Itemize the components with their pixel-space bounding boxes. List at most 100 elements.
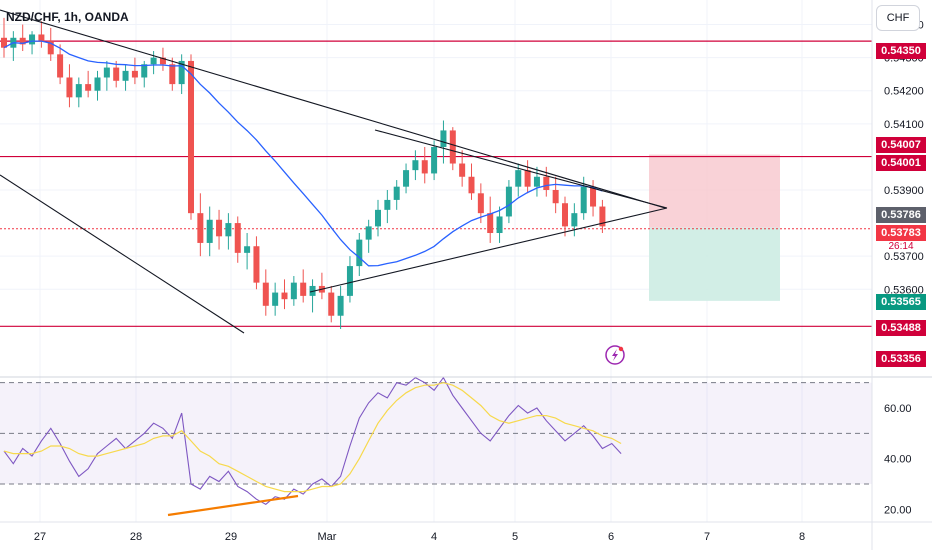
candle-body	[188, 60, 194, 214]
candle-body	[66, 77, 73, 98]
candle-body	[216, 219, 223, 237]
price-tag-4: 0.53783	[876, 225, 926, 241]
candle-body	[290, 282, 297, 300]
x-tick-label: 6	[608, 531, 614, 543]
price-tag-3: 0.53786	[876, 207, 926, 223]
candle-body	[234, 223, 241, 253]
rsi-tick-label: 40.00	[884, 454, 912, 466]
candle-body	[356, 239, 363, 267]
candle-body	[159, 57, 166, 65]
rsi-divergence-line	[167, 494, 299, 517]
y-tick-label: 0.54100	[884, 119, 924, 131]
candle-body	[552, 189, 559, 204]
candle-body	[580, 186, 587, 214]
lightning-icon[interactable]	[605, 345, 625, 365]
candle-body	[412, 160, 419, 171]
candle-body	[29, 34, 36, 45]
candle-body	[440, 130, 447, 147]
candle-body	[122, 70, 129, 81]
candle-body	[571, 213, 578, 227]
x-tick-label: 29	[225, 531, 237, 543]
candle-body	[57, 54, 64, 78]
stop-loss-zone	[649, 154, 780, 228]
candle-body	[515, 170, 522, 187]
candle-body	[94, 77, 101, 91]
candle-body	[599, 206, 606, 227]
rsi-tick-label: 20.00	[884, 504, 912, 516]
price-tag-5: 0.53565	[876, 294, 926, 310]
price-tag-0: 0.54350	[876, 43, 926, 59]
candle-body	[365, 226, 372, 240]
rsi-line	[3, 376, 622, 505]
candle-body	[562, 203, 568, 227]
candle-body	[141, 64, 148, 78]
candle-body	[131, 70, 138, 78]
candle-body	[75, 84, 82, 98]
x-tick-label: 4	[431, 531, 437, 543]
candle-body	[1, 37, 7, 48]
candle-body	[487, 213, 494, 234]
currency-button[interactable]: CHF	[876, 5, 920, 31]
candle-body	[328, 292, 335, 316]
candle-body	[150, 57, 157, 65]
candle-body	[206, 219, 213, 243]
x-tick-label: 5	[512, 531, 518, 543]
x-tick-label: 27	[34, 531, 46, 543]
candle-body	[244, 246, 251, 253]
rsi-panel	[0, 382, 872, 485]
candle-body	[468, 176, 475, 194]
position-zones	[649, 154, 780, 301]
candle-body	[477, 193, 484, 214]
y-tick-label: 0.53700	[884, 251, 924, 263]
candle-body	[431, 146, 438, 174]
candle-body	[253, 246, 260, 283]
price-tag-1: 0.54007	[876, 137, 926, 153]
candle-body	[262, 282, 269, 306]
candle-body	[85, 84, 92, 91]
rsi-ma-line	[3, 382, 622, 493]
take-profit-zone	[649, 227, 780, 301]
candle-body	[19, 37, 26, 45]
rsi-tick-label: 60.00	[884, 403, 912, 415]
price-tag-7: 0.53356	[876, 351, 926, 367]
candle-body	[169, 64, 176, 85]
candle-body	[281, 292, 288, 300]
candle-body	[449, 130, 456, 164]
candle-body	[47, 41, 54, 55]
upper-channel-line	[0, 9, 666, 209]
candle-body	[393, 186, 400, 200]
candle-body	[38, 34, 45, 42]
candle-body	[346, 266, 353, 296]
trend-lines	[0, 9, 668, 334]
candle-body	[197, 213, 204, 243]
x-tick-label: 28	[130, 531, 142, 543]
price-tag-6: 0.53488	[876, 320, 926, 336]
candle-body	[524, 170, 531, 187]
candle-body	[590, 186, 597, 207]
candle-body	[300, 282, 307, 296]
candle-body	[337, 295, 344, 316]
triangle-upper-line	[374, 129, 668, 209]
triangle-lower-line	[309, 207, 668, 293]
candle-body	[496, 216, 503, 234]
x-tick-label: 7	[704, 531, 710, 543]
candle-body	[113, 67, 120, 81]
candle-body	[375, 209, 381, 227]
y-tick-label: 0.54200	[884, 86, 924, 98]
candle-body	[103, 67, 110, 78]
candle-body	[225, 223, 232, 237]
candles	[1, 17, 606, 329]
price-tag-2: 0.54001	[876, 155, 926, 171]
candle-body	[505, 186, 512, 217]
candle-body	[533, 176, 540, 187]
x-tick-label: 8	[799, 531, 805, 543]
y-tick-label: 0.53600	[884, 284, 924, 296]
y-tick-label: 0.53900	[884, 185, 924, 197]
candle-body	[421, 160, 428, 174]
candle-body	[459, 163, 466, 177]
x-tick-label: Mar	[318, 531, 337, 543]
candle-body	[272, 292, 279, 306]
moving-average-line	[3, 40, 603, 267]
